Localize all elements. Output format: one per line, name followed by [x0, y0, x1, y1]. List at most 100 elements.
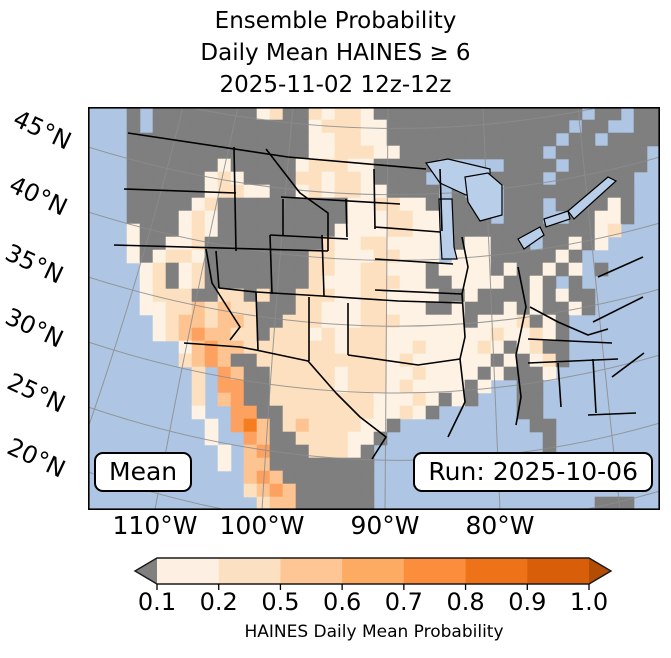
probability-cell [282, 327, 297, 342]
probability-cell [360, 470, 375, 485]
probability-cell [308, 496, 323, 510]
probability-cell [217, 366, 232, 381]
probability-cell [282, 340, 297, 355]
probability-cell [568, 132, 583, 147]
probability-cell [399, 314, 414, 329]
probability-cell [204, 418, 219, 433]
probability-cell [425, 327, 440, 342]
probability-cell [191, 249, 206, 264]
probability-cell [295, 107, 310, 121]
probability-cell [321, 184, 336, 199]
probability-cell [178, 314, 193, 329]
probability-cell [529, 197, 544, 212]
probability-cell [347, 470, 362, 485]
probability-cell [321, 444, 336, 459]
probability-cell [243, 184, 258, 199]
probability-cell [165, 145, 180, 160]
probability-cell [373, 197, 388, 212]
probability-cell [347, 444, 362, 459]
probability-cell [425, 210, 440, 225]
probability-cell [243, 145, 258, 160]
probability-cell [139, 275, 154, 290]
probability-cell [555, 262, 570, 277]
colorbar-segment [465, 558, 528, 584]
probability-cell [464, 275, 479, 290]
probability-cell [412, 314, 427, 329]
probability-cell [152, 262, 167, 277]
probability-cell [412, 301, 427, 316]
probability-cell [126, 132, 141, 147]
probability-cell [373, 353, 388, 368]
probability-cell [334, 262, 349, 277]
probability-cell [217, 119, 232, 134]
probability-cell [594, 223, 609, 238]
probability-cell [529, 288, 544, 303]
probability-cell [256, 210, 271, 225]
probability-cell [503, 275, 518, 290]
probability-cell [243, 379, 258, 394]
probability-cell [399, 223, 414, 238]
probability-cell [399, 262, 414, 277]
probability-cell [464, 366, 479, 381]
probability-cell [191, 366, 206, 381]
probability-cell [581, 132, 596, 147]
probability-cell [529, 314, 544, 329]
probability-cell [542, 132, 557, 147]
probability-cell [464, 145, 479, 160]
probability-cell [126, 197, 141, 212]
probability-cell [165, 301, 180, 316]
probability-cell [165, 275, 180, 290]
probability-cell [165, 249, 180, 264]
probability-cell [464, 392, 479, 407]
probability-cell [269, 327, 284, 342]
probability-cell [399, 301, 414, 316]
probability-cell [347, 418, 362, 433]
probability-cell [321, 366, 336, 381]
probability-cell [646, 107, 660, 121]
probability-cell [581, 145, 596, 160]
probability-cell [412, 262, 427, 277]
probability-cell [217, 392, 232, 407]
probability-cell [139, 197, 154, 212]
probability-cell [295, 327, 310, 342]
probability-cell [126, 119, 141, 134]
probability-cell [295, 340, 310, 355]
probability-cell [269, 223, 284, 238]
probability-cell [568, 275, 583, 290]
probability-cell [152, 249, 167, 264]
probability-cell [178, 223, 193, 238]
probability-cell [555, 353, 570, 368]
probability-cell [308, 353, 323, 368]
probability-cell [503, 145, 518, 160]
probability-cell [386, 327, 401, 342]
probability-cell [451, 353, 466, 368]
probability-cell [412, 379, 427, 394]
probability-cell [217, 444, 232, 459]
probability-cell [152, 158, 167, 173]
probability-cell [139, 288, 154, 303]
probability-cell [308, 405, 323, 420]
probability-cell [555, 223, 570, 238]
probability-cell [503, 366, 518, 381]
probability-cell [204, 288, 219, 303]
probability-cell [204, 262, 219, 277]
probability-cell [425, 107, 440, 121]
probability-cell [308, 275, 323, 290]
probability-cell [490, 327, 505, 342]
probability-cell [503, 119, 518, 134]
probability-cell [269, 171, 284, 186]
probability-cell [516, 119, 531, 134]
probability-cell [529, 249, 544, 264]
probability-cell [516, 405, 531, 420]
probability-cell [373, 379, 388, 394]
probability-cell [529, 119, 544, 134]
probability-cell [464, 301, 479, 316]
probability-cell [321, 496, 336, 510]
title-line-3: 2025-11-02 12z-12z [219, 72, 452, 98]
probability-cell [516, 210, 531, 225]
probability-cell [191, 210, 206, 225]
probability-cell [243, 470, 258, 485]
probability-cell [308, 470, 323, 485]
probability-cell [542, 366, 557, 381]
probability-cell [568, 288, 583, 303]
